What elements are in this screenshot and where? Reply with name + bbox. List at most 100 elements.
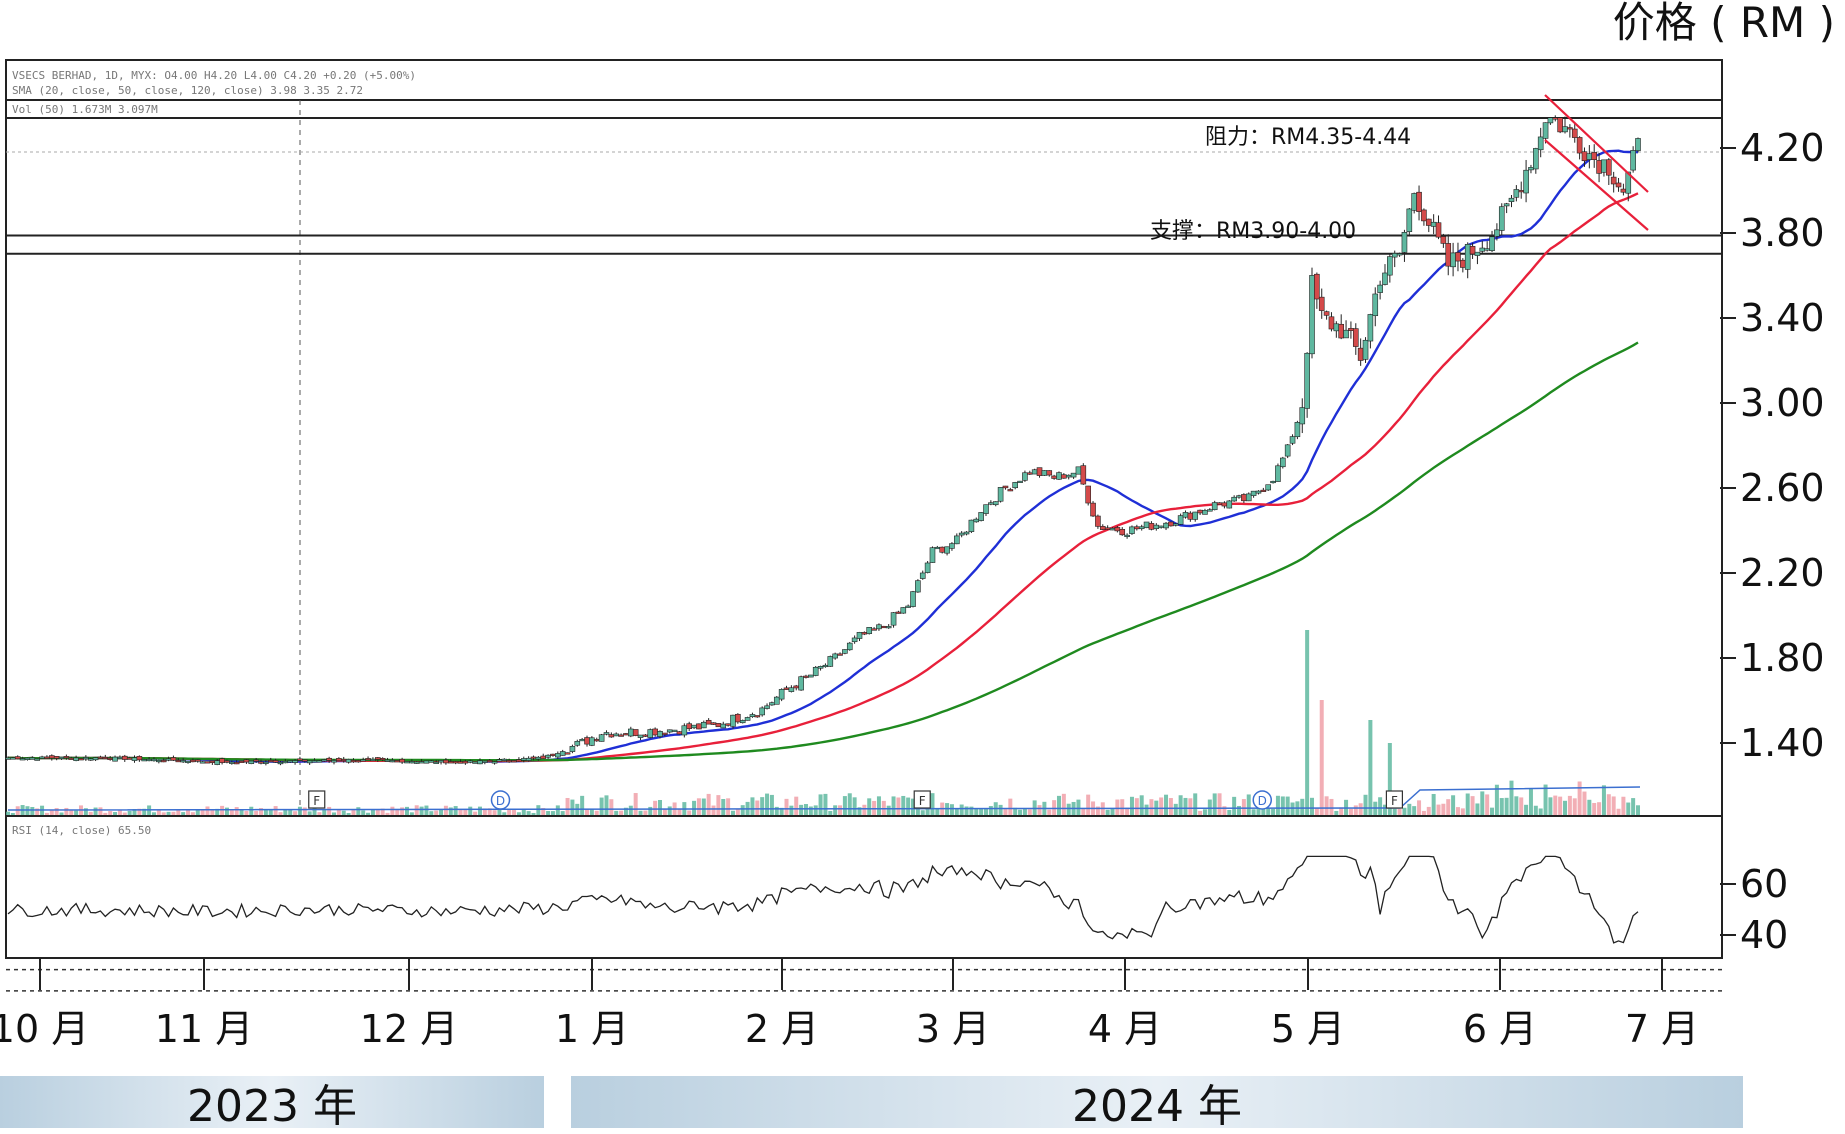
volume-bar <box>463 809 468 815</box>
candle-body <box>1421 209 1427 222</box>
candle-body <box>1124 534 1130 537</box>
candle-body <box>1051 475 1057 479</box>
volume-bar <box>1037 805 1042 815</box>
candle-body <box>1338 323 1344 339</box>
volume-bar <box>1339 807 1344 815</box>
volume-bar <box>171 811 176 815</box>
candle-body <box>63 756 70 759</box>
volume-bar <box>920 810 925 815</box>
event-marker-box <box>1385 790 1404 809</box>
candle-body <box>360 759 366 762</box>
candle-body <box>1231 496 1237 502</box>
axes-layer: 4.20 3.80 3.40 3.00 2.60 2.20 1.80 1.40 60 40 10 月… <box>0 126 1825 1051</box>
volume-bar <box>1480 791 1485 815</box>
volume-bar <box>1397 808 1402 815</box>
x-tick-label: 1 月 <box>555 1007 629 1051</box>
volume-bar <box>1081 808 1086 815</box>
volume-bar <box>356 807 361 815</box>
volume-bar <box>1363 794 1368 815</box>
volume-bar <box>370 809 375 815</box>
sma-line <box>7 341 1639 762</box>
volume-bar <box>64 807 69 815</box>
y-tick-label: 3.80 <box>1740 211 1825 255</box>
candle-body <box>107 757 113 760</box>
candle-body <box>331 760 337 763</box>
year-label-2024: 2024 年 <box>1072 1081 1242 1132</box>
candle-body <box>1241 494 1247 502</box>
year-band-2024: 2024 年 <box>571 1076 1743 1132</box>
volume-bar <box>1217 793 1222 815</box>
volume-bar <box>224 807 229 815</box>
volume-bar <box>1139 795 1144 815</box>
candle-body <box>837 653 843 656</box>
candle-body <box>224 760 230 763</box>
candle-body <box>272 760 279 763</box>
volume-bar <box>521 808 526 815</box>
candle-body <box>623 733 629 736</box>
volume-bar <box>424 805 429 815</box>
info-line-1: VSECS BERHAD, 1D, MYX: O4.00 H4.20 L4.00… <box>12 69 416 82</box>
candle-body <box>997 487 1004 502</box>
volume-bar <box>740 805 745 815</box>
candle-body <box>258 761 264 764</box>
candle-body <box>238 760 245 763</box>
volume-bar <box>1524 804 1529 815</box>
candle-body <box>1391 253 1398 258</box>
candle-body <box>1396 253 1403 256</box>
candle-body <box>78 758 84 761</box>
candle-body <box>1387 256 1393 276</box>
candle-body <box>1148 523 1155 530</box>
candle-body <box>194 759 201 762</box>
volume-bar <box>366 812 371 815</box>
candle-body <box>1080 465 1087 485</box>
candle-body <box>102 756 109 760</box>
event-marker-label: D <box>496 794 505 808</box>
volume-bar <box>677 809 682 815</box>
volume-bar <box>1392 808 1397 815</box>
volume-bar <box>988 806 993 815</box>
candle-body <box>569 746 576 752</box>
candle-body <box>710 722 717 725</box>
volume-bar <box>404 806 409 815</box>
candle-body <box>1299 407 1306 425</box>
volume-bar <box>317 812 322 815</box>
candle-body <box>1357 347 1364 361</box>
volume-bar <box>1149 799 1154 815</box>
candle-body <box>209 760 216 763</box>
event-marker-label: D <box>1258 794 1267 808</box>
volume-bar <box>137 808 142 815</box>
candle-body <box>1046 470 1053 476</box>
candle-body <box>1562 126 1568 133</box>
volume-bar <box>1003 809 1008 815</box>
candle-body <box>798 676 804 691</box>
x-tick-label: 5 月 <box>1271 1007 1345 1051</box>
volume-bar <box>964 806 969 815</box>
candle-body <box>374 757 381 760</box>
volume-bar <box>54 808 59 815</box>
x-tick-label: 6 月 <box>1463 1007 1537 1051</box>
candle-body <box>832 653 838 659</box>
candle-body <box>1260 489 1267 492</box>
volume-bar <box>1164 794 1169 815</box>
candle-body <box>1581 151 1588 162</box>
volume-layer <box>6 630 1641 815</box>
candle-body <box>662 732 668 735</box>
candle-body <box>1479 247 1486 252</box>
sma-line <box>7 149 1639 763</box>
candle-body <box>1533 148 1539 170</box>
volume-bar <box>857 807 862 815</box>
candle-body <box>1056 472 1062 480</box>
candle-body <box>457 761 464 764</box>
volume-bar <box>769 794 774 815</box>
candle-body <box>915 580 921 593</box>
volume-bar <box>599 797 604 815</box>
candle-body <box>618 734 624 737</box>
volume-bar <box>1387 743 1392 815</box>
volume-bar <box>784 798 789 815</box>
candle-body <box>1036 467 1043 476</box>
candle-body <box>443 759 449 764</box>
volume-bar <box>984 807 988 815</box>
volume-bar <box>1008 798 1013 815</box>
candle-body <box>365 758 371 761</box>
volume-bar <box>794 796 799 815</box>
